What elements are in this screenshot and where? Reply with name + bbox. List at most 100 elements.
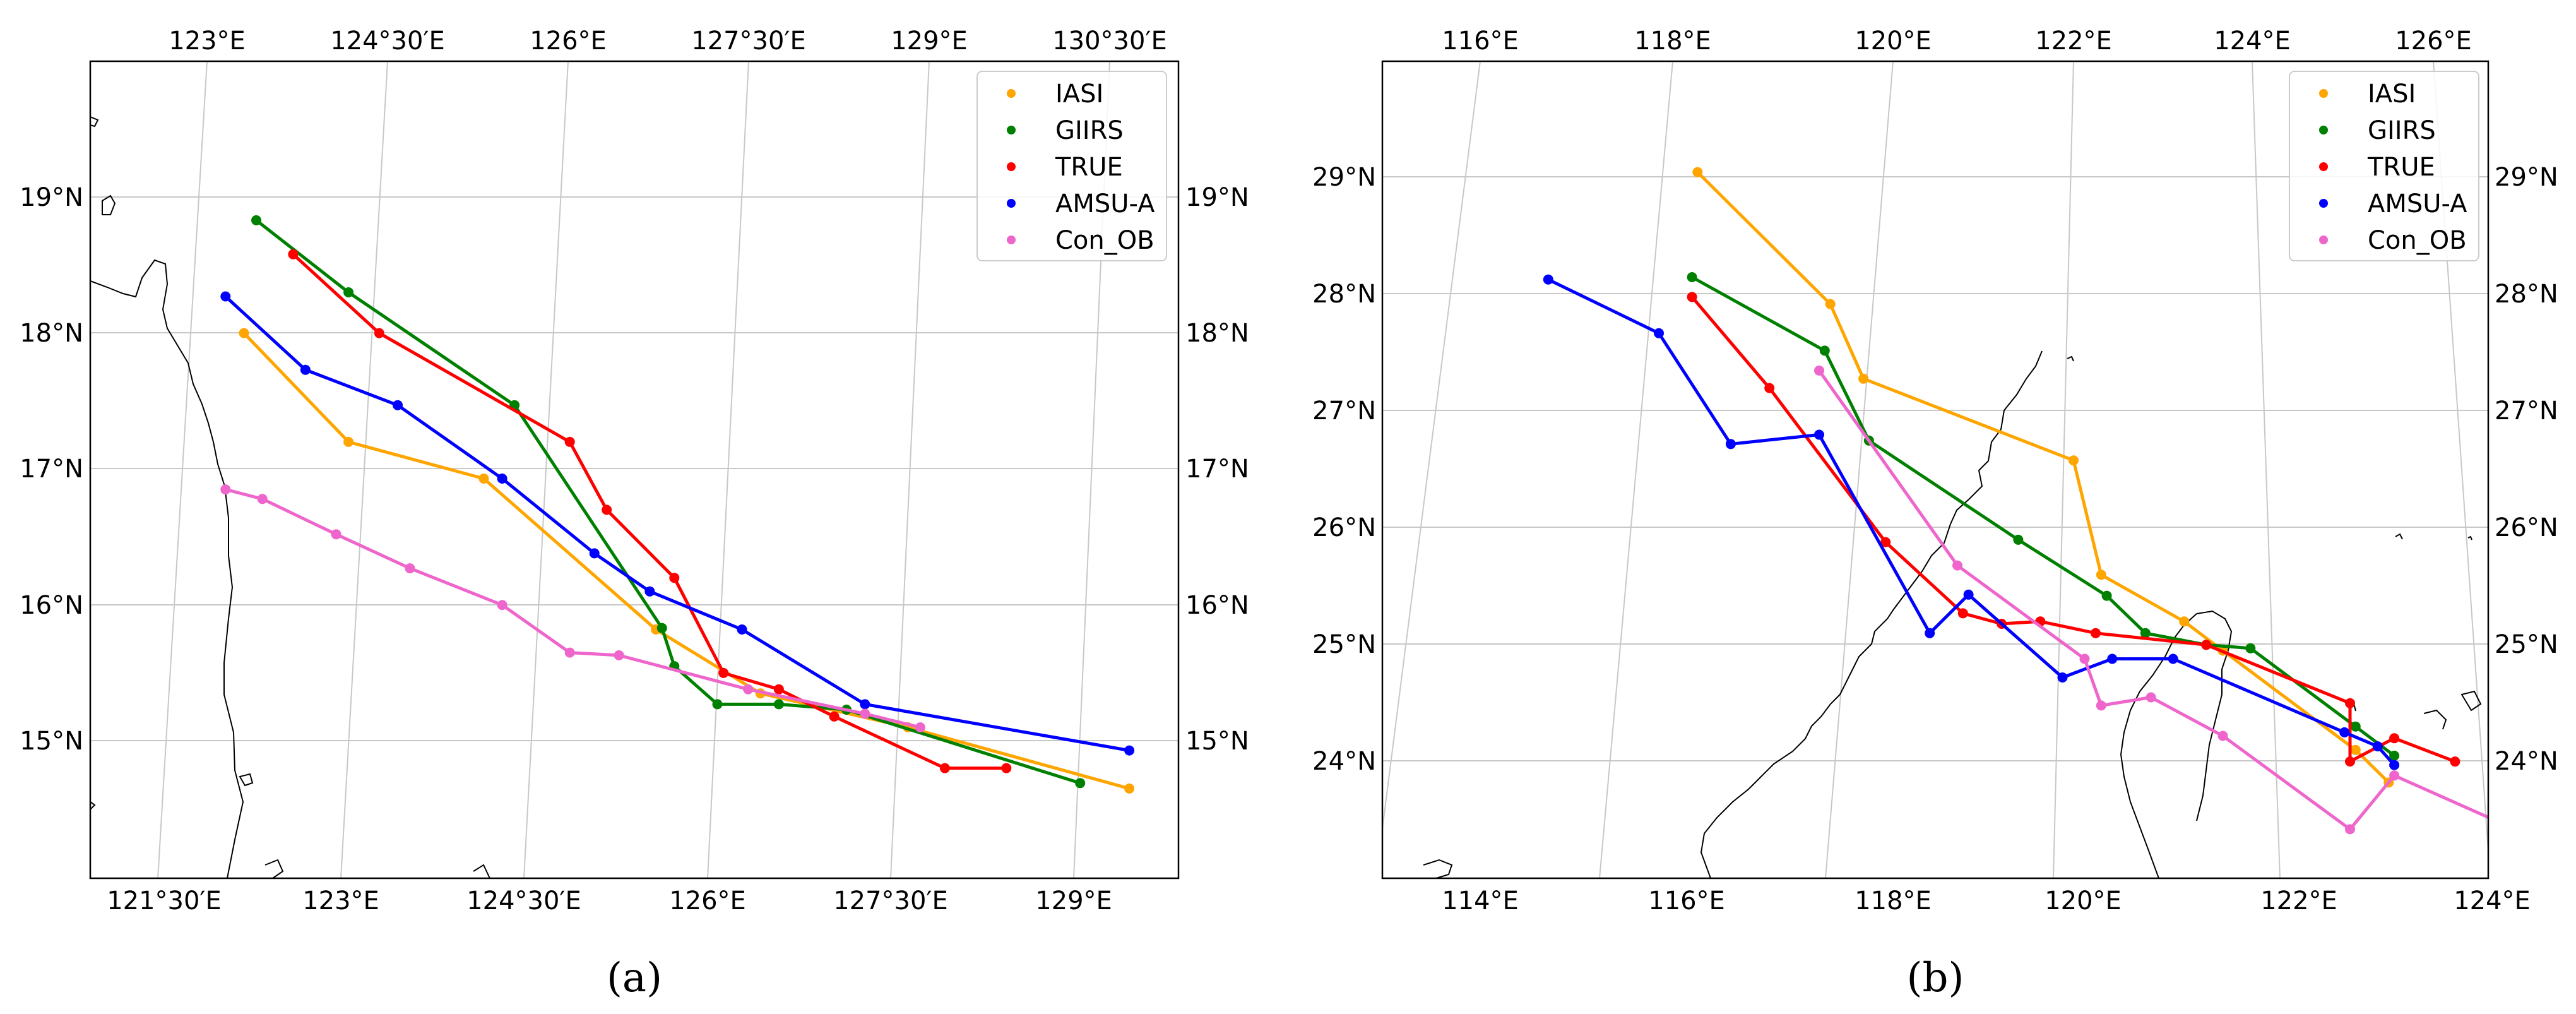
b-track-point-giirs-9 [2389,750,2400,761]
b-track-point-true-10 [2389,733,2400,744]
a-track-point-amsu-a-5 [644,586,655,597]
b-track-point-amsu-a-5 [1963,589,1974,600]
b-track-point-true-0 [1687,292,1697,302]
b-track-line-amsu-a [1547,278,2395,766]
a-legend-label-con-ob: Con_OB [1055,226,1154,255]
a-track-point-giirs-0 [251,215,261,225]
b-track-point-iasi-0 [1692,167,1703,177]
b-track-point-giirs-1 [1819,345,1830,356]
b-track-point-con-ob-0 [1814,365,1824,376]
b-left-tick-29: 29°N [1312,163,1376,192]
panel-b-frame [1381,60,2490,880]
panel-b-tracks [1543,167,2505,835]
panel-a-top-ticks: 123°E 124°30′E 126°E 127°30′E 129°E 130°… [169,27,1167,56]
a-legend-label-true: TRUE [1055,153,1123,182]
b-track-point-true-1 [1764,383,1775,393]
b-track-point-iasi-2 [1858,373,1869,384]
b-top-tick-6: 126°E [2395,27,2472,56]
a-bottom-tick-3: 124°30′E [466,886,581,916]
b-track-point-true-6 [2091,628,2101,638]
b-legend-label-con-ob: Con_OB [2368,226,2467,255]
b-track-point-con-ob-6 [2345,824,2355,835]
a-legend-marker-amsu-a [1007,199,1016,208]
panel-b-left-ticks: 29°N 28°N 27°N 26°N 25°N 24°N [1312,163,1376,776]
a-top-tick-6: 130°30′E [1052,27,1167,56]
b-left-tick-28: 28°N [1312,280,1376,309]
b-track-point-amsu-a-7 [2107,653,2118,664]
b-track-point-true-8 [2345,698,2355,708]
a-track-point-con-ob-3 [405,563,415,574]
b-track-point-iasi-5 [2179,616,2190,627]
a-track-point-con-ob-6 [614,650,624,660]
a-left-tick-18: 18°N [20,319,83,348]
b-legend-marker-amsu-a [2319,199,2328,208]
b-track-amsu-a [1543,274,2400,770]
a-track-point-amsu-a-7 [860,699,870,710]
a-track-point-true-6 [773,684,784,695]
a-track-point-con-ob-8 [860,708,870,719]
a-legend-label-iasi: IASI [1055,80,1103,109]
b-track-point-con-ob-5 [2217,731,2228,741]
a-left-tick-16: 16°N [20,591,83,620]
b-track-point-con-ob-8 [2495,817,2505,827]
a-bottom-tick-5: 127°30′E [833,886,948,916]
b-bottom-tick-3: 118°E [1855,886,1932,916]
b-track-point-con-ob-3 [2096,700,2106,711]
panel-a-tracks [220,215,1135,794]
b-track-point-true-9 [2345,756,2355,767]
b-track-point-amsu-a-9 [2339,727,2350,737]
panel-b-legend: IASI GIIRS TRUE AMSU-A Con_OB [2289,71,2479,261]
b-track-point-amsu-a-1 [1654,328,1664,338]
b-meridian-3 [1825,61,1894,878]
a-track-line-true [292,253,1007,770]
a-track-point-con-ob-5 [564,647,575,658]
b-left-tick-25: 25°N [1312,630,1376,659]
b-legend-marker-con-ob [2319,236,2328,244]
a-top-tick-1: 123°E [169,27,246,56]
b-meridian-5 [2252,61,2281,878]
panel-a-bottom-ticks: 121°30′E 123°E 124°30′E 126°E 127°30′E 1… [107,886,1112,916]
a-track-point-giirs-6 [773,699,784,710]
b-track-point-giirs-4 [2101,590,2112,601]
b-coast-island-5 [2460,690,2482,712]
b-right-tick-26: 26°N [2495,513,2558,542]
b-meridian-1 [1382,61,1481,834]
b-right-tick-24: 24°N [2495,747,2558,776]
a-legend-label-giirs: GIIRS [1055,116,1124,145]
b-bottom-tick-4: 120°E [2045,886,2122,916]
b-track-point-con-ob-1 [1952,560,1962,571]
b-track-point-amsu-a-6 [2057,672,2068,683]
a-track-point-amsu-a-0 [220,291,231,302]
b-track-point-iasi-3 [2069,455,2079,466]
b-track-point-giirs-8 [2350,721,2361,732]
a-legend-marker-giirs [1007,126,1016,134]
a-track-point-iasi-0 [239,328,249,338]
panel-b: 116°E 118°E 120°E 122°E 124°E 126°E 114°… [1312,27,2558,1001]
panel-a-gridlines [90,61,1178,878]
a-track-point-con-ob-2 [331,529,341,540]
a-legend-marker-iasi [1007,89,1016,98]
b-track-line-giirs [1691,275,2395,757]
b-track-point-amsu-a-10 [2372,741,2383,752]
a-track-point-con-ob-9 [915,722,925,732]
b-coast-china [1700,350,2043,878]
a-track-point-amsu-a-6 [737,624,747,635]
a-bottom-tick-6: 129°E [1035,886,1112,916]
a-left-tick-17: 17°N [20,455,83,484]
b-legend-label-iasi: IASI [2368,80,2416,109]
a-track-point-true-4 [669,573,680,583]
a-bottom-tick-4: 126°E [669,886,746,916]
a-track-point-true-7 [829,711,840,722]
a-track-point-amsu-a-8 [1124,745,1135,756]
a-track-point-amsu-a-4 [589,548,600,559]
panel-a-frame [89,60,1180,880]
a-track-point-amsu-a-2 [393,400,403,410]
a-track-point-true-3 [602,504,612,515]
a-coast-island-4 [264,859,284,878]
a-top-tick-5: 129°E [891,27,968,56]
a-track-point-true-9 [1001,763,1012,773]
a-track-point-giirs-1 [343,287,354,297]
b-coast-island-7 [2067,355,2074,362]
b-track-point-giirs-3 [2013,534,2024,545]
